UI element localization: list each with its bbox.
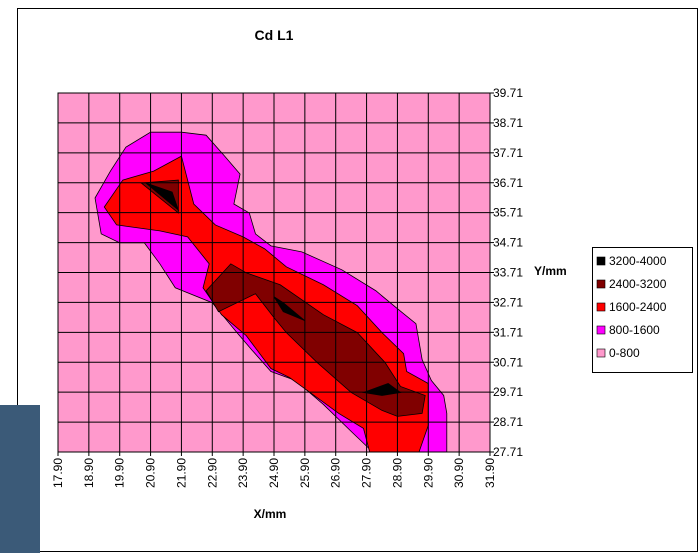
legend-swatch <box>597 326 605 334</box>
chart-title: Cd L1 <box>255 27 294 43</box>
legend-label: 3200-4000 <box>609 254 667 268</box>
x-tick-label: 21.90 <box>174 458 188 488</box>
y-tick-label: 37.71 <box>493 146 523 160</box>
x-tick-label: 20.90 <box>144 458 158 488</box>
y-tick-label: 36.71 <box>493 176 523 190</box>
legend-label: 0-800 <box>609 346 640 360</box>
x-axis-label: X/mm <box>254 507 287 521</box>
y-tick-label: 39.71 <box>493 86 523 100</box>
y-tick-label: 33.71 <box>493 266 523 280</box>
x-tick-label: 22.90 <box>205 458 219 488</box>
y-tick-label: 38.71 <box>493 116 523 130</box>
y-tick-label: 34.71 <box>493 236 523 250</box>
x-tick-label: 28.90 <box>390 458 404 488</box>
y-tick-label: 31.71 <box>493 325 523 339</box>
x-tick-label: 19.90 <box>113 458 127 488</box>
legend-swatch <box>597 349 605 357</box>
x-tick-label: 25.90 <box>298 458 312 488</box>
x-tick-label: 27.90 <box>360 458 374 488</box>
y-tick-label: 35.71 <box>493 206 523 220</box>
x-tick-label: 18.90 <box>82 458 96 488</box>
y-tick-label: 30.71 <box>493 355 523 369</box>
legend-label: 2400-3200 <box>609 277 667 291</box>
x-tick-label: 31.90 <box>483 458 497 488</box>
y-tick-label: 29.71 <box>493 385 523 399</box>
chart: Cd L1 X/mm Y/mm 17.90 18.90 19.90 20.90 21.9… <box>0 0 699 553</box>
x-tick-label: 30.90 <box>452 458 466 488</box>
x-tick-label: 17.90 <box>51 458 65 488</box>
photo-fragment <box>0 405 40 553</box>
y-axis-label: Y/mm <box>534 264 567 278</box>
x-tick-label: 24.90 <box>267 458 281 488</box>
legend-label: 800-1600 <box>609 323 660 337</box>
y-tick-label: 27.71 <box>493 445 523 459</box>
x-tick-label: 23.90 <box>236 458 250 488</box>
legend-swatch <box>597 303 605 311</box>
y-tick-label: 32.71 <box>493 295 523 309</box>
legend-swatch <box>597 280 605 288</box>
legend-swatch <box>597 257 605 265</box>
x-tick-label: 26.90 <box>329 458 343 488</box>
y-tick-label: 28.71 <box>493 415 523 429</box>
legend-label: 1600-2400 <box>609 300 667 314</box>
x-tick-label: 29.90 <box>421 458 435 488</box>
